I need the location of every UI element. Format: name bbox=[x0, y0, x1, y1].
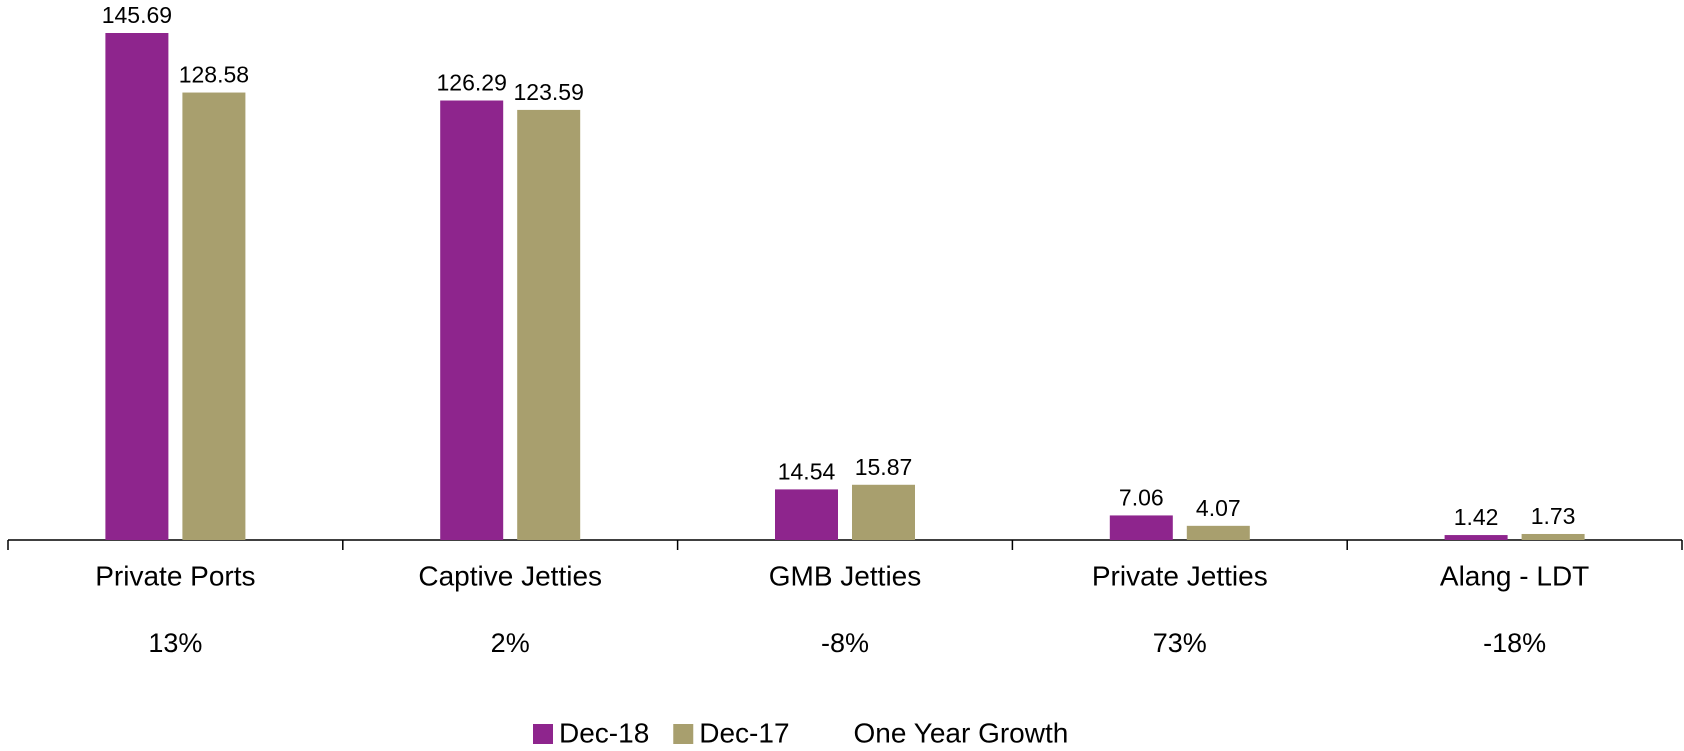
bar bbox=[1109, 515, 1173, 540]
data-label: 14.54 bbox=[778, 458, 836, 484]
bar bbox=[852, 484, 915, 540]
data-label: 123.59 bbox=[514, 79, 584, 105]
x-tick-label: GMB Jetties bbox=[769, 560, 921, 591]
x-tick-label: Private Ports bbox=[95, 560, 255, 591]
data-label: 15.87 bbox=[855, 454, 913, 480]
data-label: 145.69 bbox=[102, 2, 172, 28]
growth-label: 13% bbox=[148, 628, 202, 658]
growth-label: 2% bbox=[491, 628, 530, 658]
growth-label: 73% bbox=[1153, 628, 1207, 658]
bar bbox=[1521, 533, 1585, 540]
data-label: 128.58 bbox=[179, 62, 249, 88]
legend-swatch bbox=[673, 724, 694, 744]
data-label: 4.07 bbox=[1196, 495, 1241, 521]
data-label: 126.29 bbox=[437, 70, 507, 96]
data-label: 7.06 bbox=[1119, 485, 1164, 511]
x-tick-label: Captive Jetties bbox=[418, 560, 602, 591]
x-tick-label: Private Jetties bbox=[1092, 560, 1268, 591]
data-label: 1.42 bbox=[1454, 504, 1499, 530]
x-tick-label: Alang - LDT bbox=[1440, 560, 1589, 591]
growth-label: -18% bbox=[1483, 628, 1546, 658]
bar bbox=[105, 33, 169, 540]
legend-label: Dec-17 bbox=[699, 717, 789, 748]
legend-label: Dec-18 bbox=[559, 717, 649, 748]
legend-swatch bbox=[533, 724, 553, 744]
bar bbox=[775, 489, 838, 540]
bar bbox=[182, 92, 246, 540]
growth-label: -8% bbox=[821, 628, 869, 658]
data-label: 1.73 bbox=[1531, 503, 1576, 529]
bar bbox=[517, 109, 581, 540]
legend-label: One Year Growth bbox=[854, 717, 1069, 748]
bar bbox=[1186, 525, 1250, 540]
bar bbox=[1444, 535, 1508, 540]
bar bbox=[440, 100, 504, 540]
